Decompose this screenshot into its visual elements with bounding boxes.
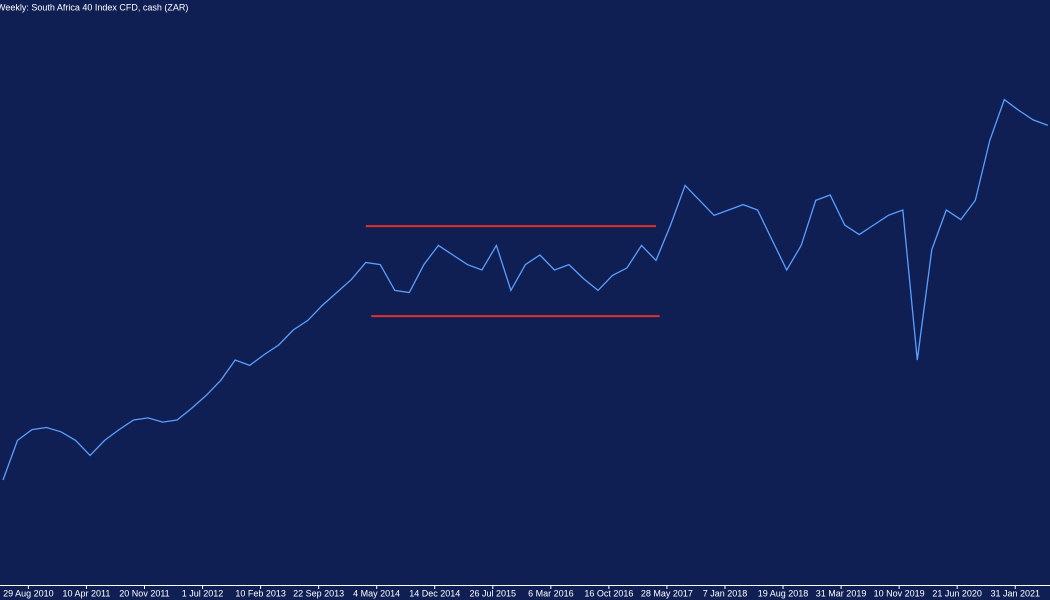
x-tick-label: 7 Jan 2018 — [703, 588, 748, 598]
x-tick-label: 22 Sep 2013 — [293, 588, 344, 598]
x-tick-label: 10 Feb 2013 — [235, 588, 286, 598]
x-tick-label: 4 May 2014 — [353, 588, 400, 598]
x-tick-label: 31 Jan 2021 — [990, 588, 1040, 598]
price-line — [2, 98, 1049, 481]
chart-title: Weekly: South Africa 40 Index CFD, cash … — [0, 2, 188, 12]
x-tick-label: 16 Oct 2016 — [584, 588, 633, 598]
x-tick-label: 26 Jul 2015 — [470, 588, 517, 598]
x-tick-label: 14 Dec 2014 — [409, 588, 460, 598]
x-tick-label: 29 Aug 2010 — [3, 588, 54, 598]
x-tick-label: 31 Mar 2019 — [816, 588, 867, 598]
x-tick-label: 1 Jul 2012 — [182, 588, 224, 598]
x-tick-label: 20 Nov 2011 — [119, 588, 169, 598]
x-tick-label: 6 Mar 2016 — [528, 588, 574, 598]
x-tick-label: 19 Aug 2018 — [758, 588, 809, 598]
x-tick-label: 10 Nov 2019 — [874, 588, 925, 598]
x-tick-label: 28 May 2017 — [641, 588, 693, 598]
x-tick-label: 10 Apr 2011 — [63, 588, 111, 598]
x-tick-label: 21 Jun 2020 — [932, 588, 982, 598]
